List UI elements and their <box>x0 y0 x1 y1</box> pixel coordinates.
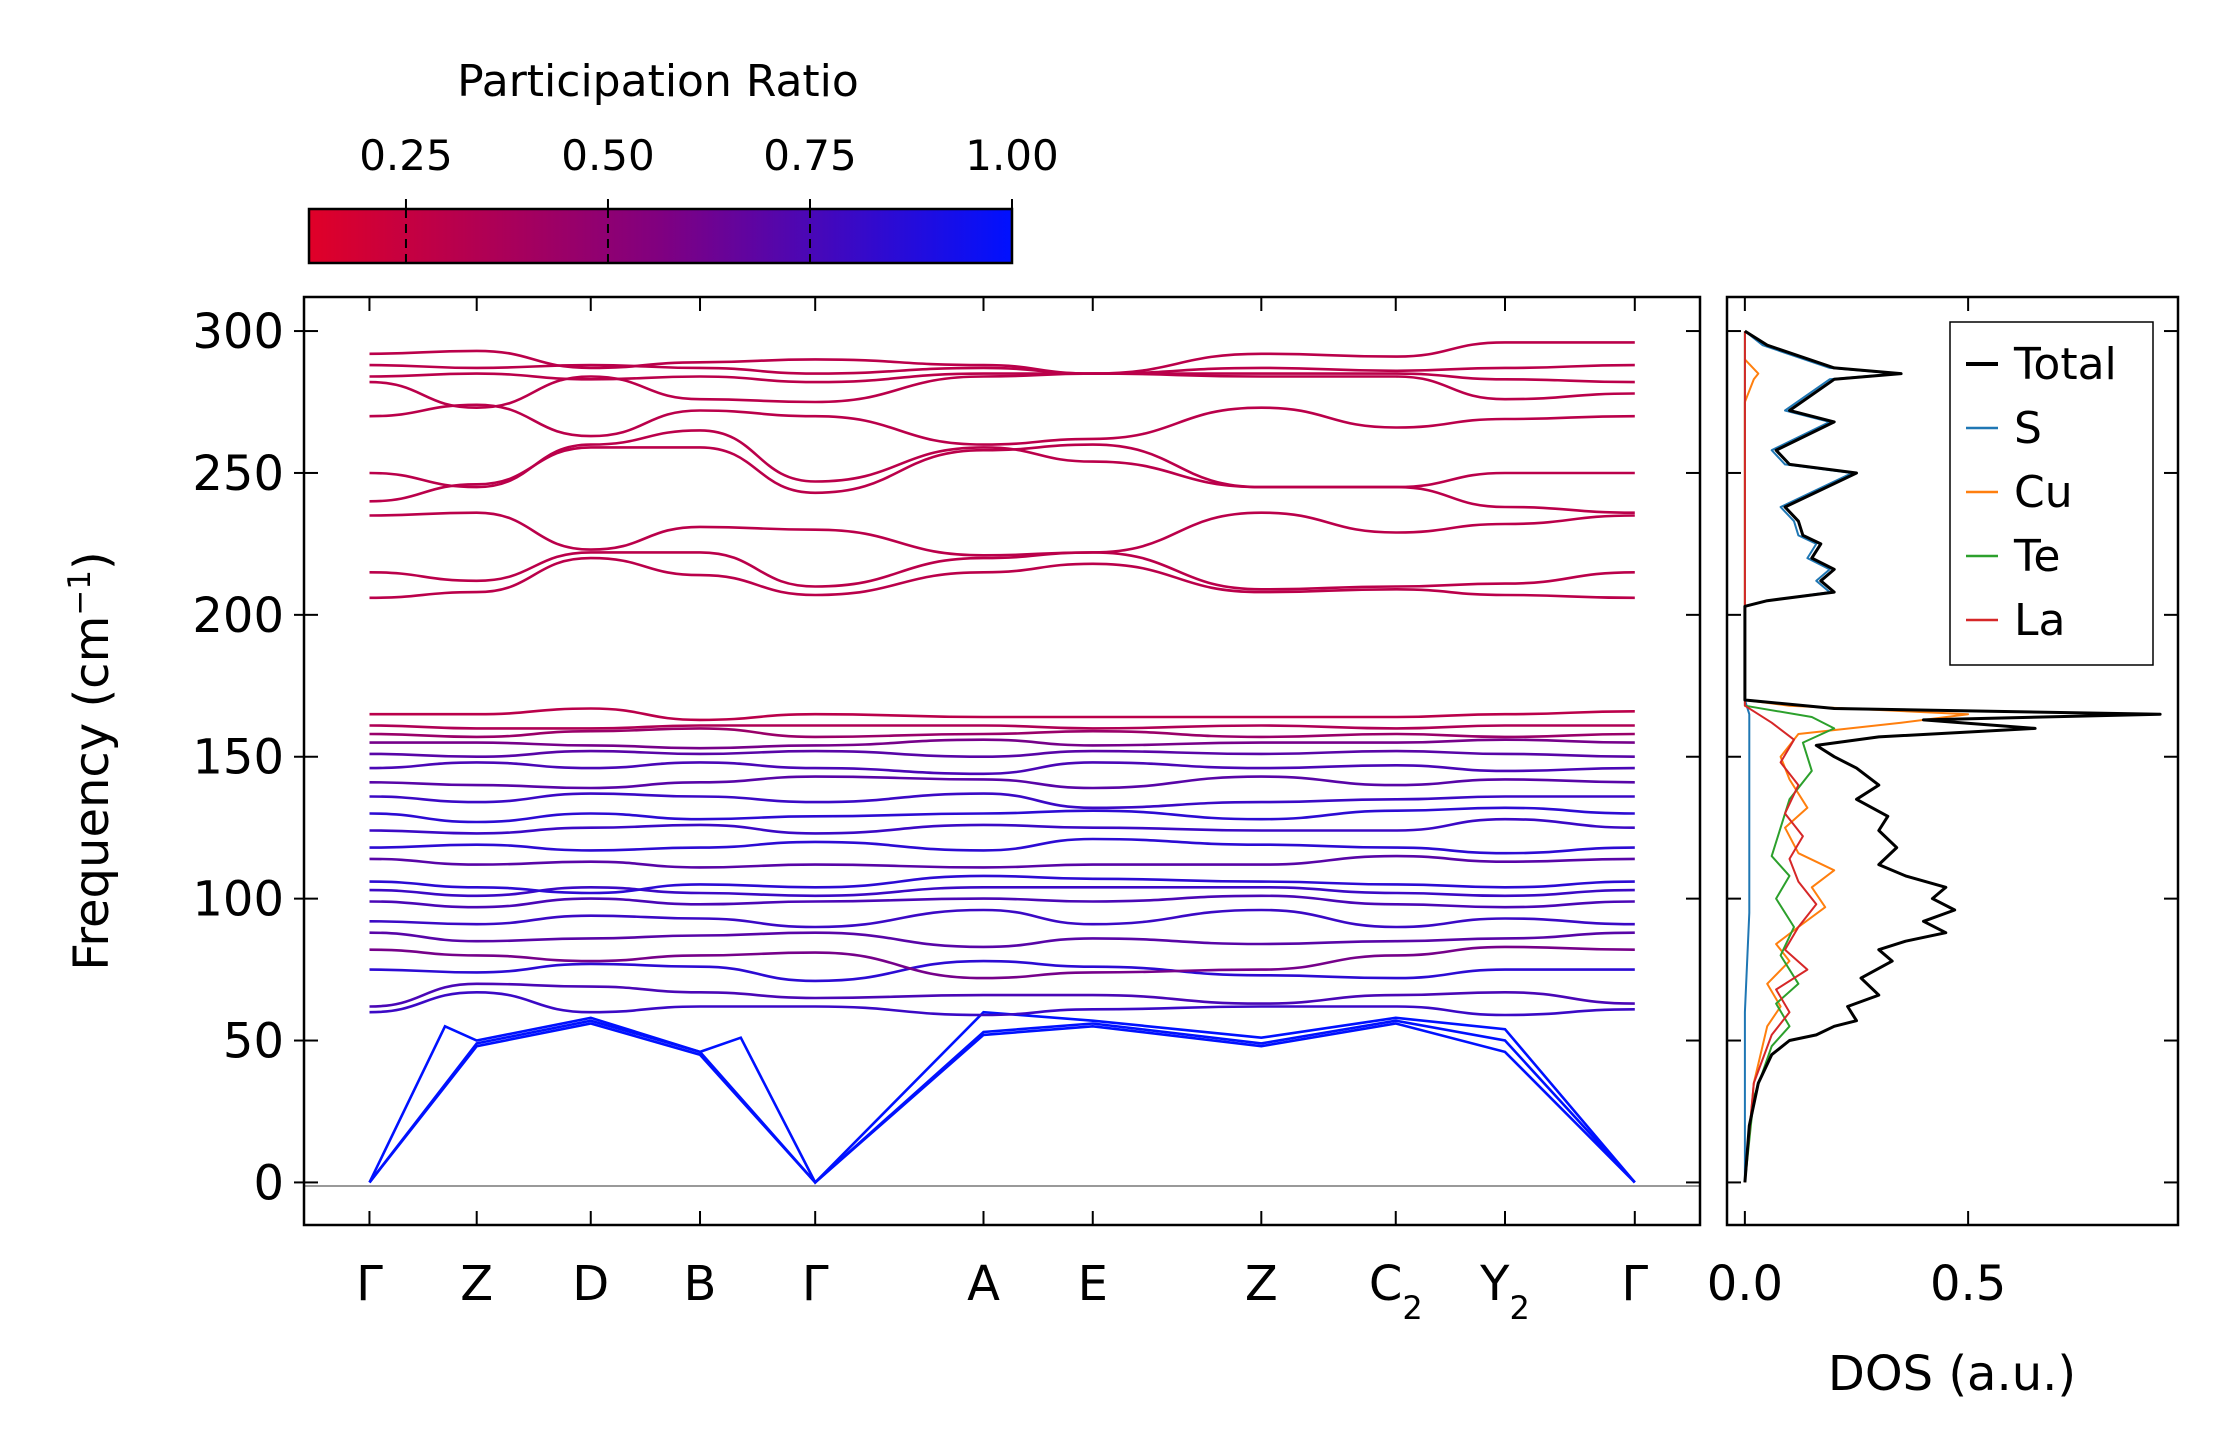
band-high-235 <box>369 511 1635 557</box>
band-opt-99 <box>369 894 1635 909</box>
dos-panel: 0.0 0.5 DOS (a.u.) Total S Cu Te La <box>1707 295 2180 1402</box>
dos-line-s <box>1743 330 1898 1183</box>
kpoint-label: Y2 <box>1479 1256 1530 1327</box>
band-high-282 <box>369 372 1635 410</box>
legend-label-cu: Cu <box>2014 467 2073 518</box>
band-opt-155 <box>369 738 1635 750</box>
dos-line-te <box>1743 331 1836 1183</box>
dispersion-frame <box>302 295 1702 1227</box>
band-opt-151 <box>369 749 1635 759</box>
band-high-292 <box>369 341 1635 375</box>
y-tick-label: 250 <box>192 446 284 502</box>
band-opt-103 <box>369 885 1635 898</box>
band-opt-62 <box>369 982 1635 1008</box>
colorbar-title: Participation Ratio <box>457 56 859 107</box>
legend-items: Total S Cu Te La <box>1966 339 2117 646</box>
kpoint-label: E <box>1078 1256 1108 1312</box>
band-opt-124 <box>369 817 1635 835</box>
band-opt-82 <box>369 945 1635 980</box>
kpoint-label: Γ <box>1621 1256 1648 1312</box>
legend-label-la: La <box>2014 595 2065 646</box>
band-high-240 <box>369 443 1635 514</box>
y-tick-label: 100 <box>192 872 284 928</box>
dos-line-cu <box>1743 358 1970 1183</box>
dos-line-la <box>1743 331 1818 1183</box>
dos-x-tick-label: 0.5 <box>1930 1256 2006 1312</box>
colorbar-tick-label: 0.75 <box>763 131 857 180</box>
kpoint-label: A <box>967 1256 1000 1312</box>
band-acoustic-3 <box>368 1010 1636 1185</box>
colorbar-tick-label: 0.25 <box>359 131 453 180</box>
dos-x-tick-label: 0.0 <box>1707 1256 1783 1312</box>
kpoint-label: D <box>572 1256 609 1312</box>
band-opt-161 <box>369 724 1635 730</box>
band-acoustic-2 <box>368 1019 1636 1185</box>
y-tick-label: 50 <box>223 1014 284 1070</box>
band-opt-75 <box>369 959 1635 983</box>
legend-label-te: Te <box>2013 531 2060 582</box>
band-opt-136 <box>369 792 1635 810</box>
band-high-206 <box>369 556 1635 600</box>
frequency-axis-label: Frequency (cm−1) <box>62 551 120 971</box>
dos-line-total <box>1743 329 2162 1183</box>
phonon-bands <box>368 341 1636 1185</box>
kpoint-label: Z <box>460 1256 493 1312</box>
band-opt-106 <box>369 874 1635 895</box>
band-opt-146 <box>369 761 1635 776</box>
dos-frame <box>1725 295 2180 1227</box>
legend-label-total: Total <box>2013 339 2117 390</box>
frequency-axis-ticks: 0 50 100 150 200 250 300 <box>192 304 1700 1211</box>
band-opt-92 <box>369 908 1635 929</box>
band-opt-118 <box>369 837 1635 855</box>
legend-label-s: S <box>2014 403 2042 454</box>
kpoint-label: B <box>684 1256 717 1312</box>
band-opt-130 <box>369 806 1635 824</box>
y-tick-label: 200 <box>192 588 284 644</box>
kpath-axis-ticks: Γ Z D B Γ A E Z C2 Y2 Γ <box>356 297 1648 1327</box>
dos-axis-ticks: 0.0 0.5 <box>1707 297 2006 1312</box>
legend-box <box>1949 321 2154 666</box>
band-opt-88 <box>369 931 1635 949</box>
dos-axis-label: DOS (a.u.) <box>1828 1346 2076 1402</box>
band-high-215 <box>369 551 1635 591</box>
band-high-284 <box>369 372 1635 384</box>
colorbar-ticks: 0.25 0.50 0.75 1.00 <box>359 131 1059 263</box>
band-opt-60 <box>369 990 1635 1017</box>
band-acoustic-1 <box>368 1022 1636 1185</box>
band-opt-141 <box>369 775 1635 790</box>
dos-frequency-ticks <box>1727 330 2178 1184</box>
colorbar-tick-label: 1.00 <box>965 131 1059 180</box>
band-opt-114 <box>369 854 1635 869</box>
band-high-250 <box>369 429 1635 489</box>
dos-curves <box>1743 329 2162 1183</box>
band-opt-165 <box>369 707 1635 722</box>
band-high-270 <box>369 403 1635 446</box>
dos-legend: Total S Cu Te La <box>1949 321 2154 666</box>
kpoint-label: Z <box>1245 1256 1278 1312</box>
kpoint-label: C2 <box>1369 1256 1423 1327</box>
y-tick-label: 150 <box>192 730 284 786</box>
kpoint-label: Γ <box>356 1256 383 1312</box>
dispersion-panel: 0 50 100 150 200 250 300 Γ Z D B Γ A E Z C2 Y2 Γ Frequen… <box>62 295 1702 1327</box>
kpoint-label: Γ <box>802 1256 829 1312</box>
y-tick-label: 300 <box>192 304 284 360</box>
colorbar-tick-label: 0.50 <box>561 131 655 180</box>
band-opt-158 <box>369 727 1635 739</box>
y-tick-label: 0 <box>253 1155 284 1211</box>
colorbar: Participation Ratio 0.25 0.50 0.75 1.00 <box>307 56 1059 265</box>
colorbar-gradient <box>307 207 1014 265</box>
